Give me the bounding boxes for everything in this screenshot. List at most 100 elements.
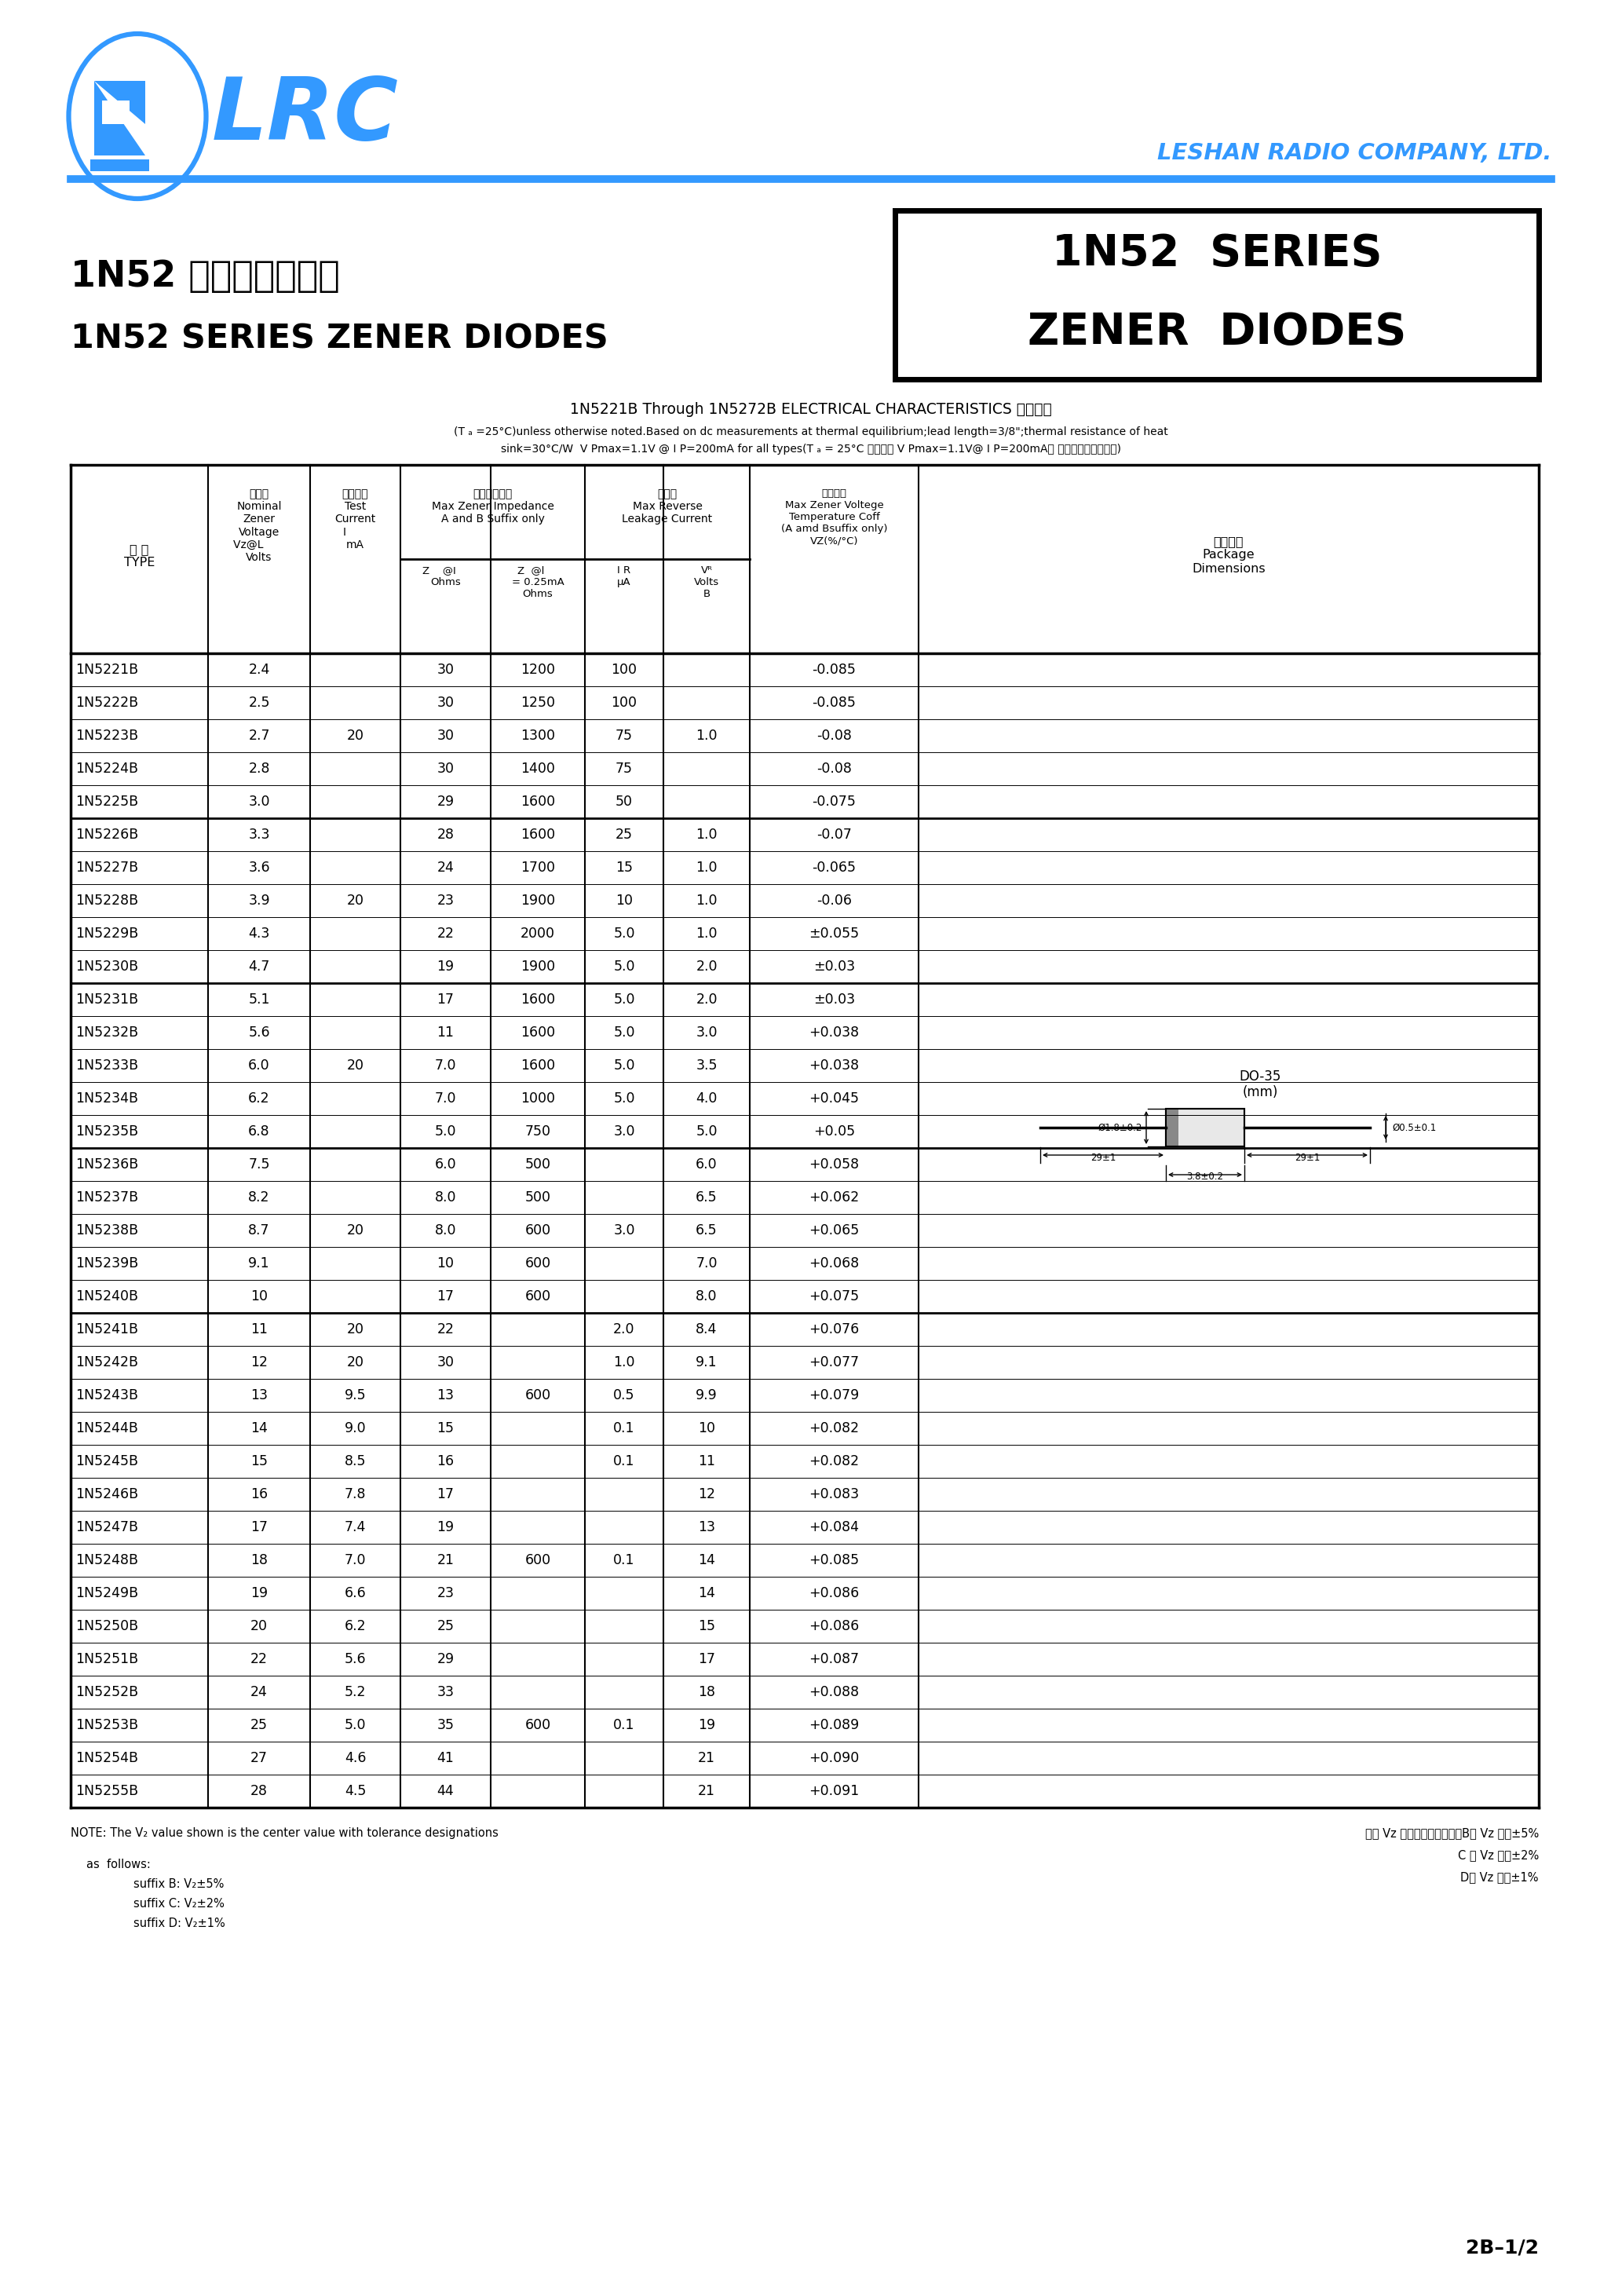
Text: 1N5221B Through 1N5272B ELECTRICAL CHARACTERISTICS 电性参数: 1N5221B Through 1N5272B ELECTRICAL CHARA… <box>569 402 1053 418</box>
Text: 6.2: 6.2 <box>248 1091 269 1107</box>
Text: 1N5254B: 1N5254B <box>75 1752 138 1766</box>
Text: 5.0: 5.0 <box>613 1091 634 1107</box>
Text: sink=30°C/W  V Pmax=1.1V @ I P=200mA for all types(T ₐ = 25°C 所有型号 V Pmax=1.1V@ : sink=30°C/W V Pmax=1.1V @ I P=200mA for … <box>501 443 1121 455</box>
Text: 2B–1/2: 2B–1/2 <box>1466 2239 1539 2257</box>
Text: ±0.03: ±0.03 <box>813 960 855 974</box>
Text: 16: 16 <box>250 1488 268 1502</box>
Text: 1N5234B: 1N5234B <box>75 1091 138 1107</box>
Text: +0.058: +0.058 <box>809 1157 860 1171</box>
Text: 100: 100 <box>611 696 637 709</box>
Text: -0.08: -0.08 <box>816 728 852 744</box>
Text: -0.08: -0.08 <box>816 762 852 776</box>
Text: Vᴿ
Volts
B: Vᴿ Volts B <box>694 565 719 599</box>
Text: 4.7: 4.7 <box>248 960 269 974</box>
Text: 29: 29 <box>436 794 454 808</box>
Text: 30: 30 <box>436 696 454 709</box>
Text: 600: 600 <box>526 1224 551 1238</box>
Text: 6.0: 6.0 <box>248 1058 269 1072</box>
Text: LRC: LRC <box>212 73 399 158</box>
Text: 1N52 系列稳压二极管: 1N52 系列稳压二极管 <box>71 259 339 294</box>
Text: 2.7: 2.7 <box>248 728 269 744</box>
Text: 1600: 1600 <box>521 794 555 808</box>
Text: 1200: 1200 <box>521 664 555 677</box>
Text: Z @l  
= 0.25mA
Ohms: Z @l = 0.25mA Ohms <box>511 565 564 599</box>
Text: +0.062: +0.062 <box>809 1189 860 1205</box>
Text: 30: 30 <box>436 664 454 677</box>
Text: LESHAN RADIO COMPANY, LTD.: LESHAN RADIO COMPANY, LTD. <box>1156 142 1551 163</box>
Text: -0.06: -0.06 <box>816 893 852 907</box>
Bar <box>1166 1109 1244 1146</box>
Text: ±0.03: ±0.03 <box>813 992 855 1006</box>
Text: 600: 600 <box>526 1290 551 1304</box>
Text: 14: 14 <box>250 1421 268 1435</box>
Polygon shape <box>94 80 146 156</box>
Text: 0.1: 0.1 <box>613 1453 634 1469</box>
Text: +0.089: +0.089 <box>809 1717 860 1731</box>
Text: 1N5240B: 1N5240B <box>75 1290 138 1304</box>
Text: 27: 27 <box>250 1752 268 1766</box>
Text: 1.0: 1.0 <box>696 728 717 744</box>
Text: +0.077: +0.077 <box>809 1355 860 1368</box>
Text: 1N5231B: 1N5231B <box>75 992 138 1006</box>
Text: 1900: 1900 <box>521 893 555 907</box>
Text: 3.8±0.2: 3.8±0.2 <box>1187 1171 1223 1182</box>
Text: 1.0: 1.0 <box>696 893 717 907</box>
Text: 600: 600 <box>526 1256 551 1270</box>
Text: 20: 20 <box>347 1058 363 1072</box>
Text: 3.0: 3.0 <box>248 794 269 808</box>
Text: 29±1: 29±1 <box>1090 1153 1116 1162</box>
Text: 1N5223B: 1N5223B <box>75 728 138 744</box>
Text: 1N5245B: 1N5245B <box>75 1453 138 1469</box>
Text: 15: 15 <box>615 861 633 875</box>
Text: 30: 30 <box>436 728 454 744</box>
Text: 600: 600 <box>526 1717 551 1731</box>
Text: 1N5251B: 1N5251B <box>75 1653 138 1667</box>
Text: 28: 28 <box>436 827 454 843</box>
Text: 13: 13 <box>697 1520 715 1534</box>
Text: +0.038: +0.038 <box>809 1026 860 1040</box>
Text: 漏电流
Max Reverse
Leakage Current: 漏电流 Max Reverse Leakage Current <box>623 489 712 526</box>
Text: 1N5229B: 1N5229B <box>75 928 138 941</box>
Text: 9.1: 9.1 <box>696 1355 717 1368</box>
Text: 6.5: 6.5 <box>696 1224 717 1238</box>
Text: suffix B: V₂±5%: suffix B: V₂±5% <box>133 1878 224 1890</box>
Text: 1N5236B: 1N5236B <box>75 1157 138 1171</box>
Text: 18: 18 <box>250 1552 268 1568</box>
Text: 4.5: 4.5 <box>344 1784 367 1798</box>
Text: 1N5247B: 1N5247B <box>75 1520 138 1534</box>
Text: 5.0: 5.0 <box>613 1026 634 1040</box>
Text: 25: 25 <box>250 1717 268 1731</box>
Text: +0.045: +0.045 <box>809 1091 860 1107</box>
Text: NOTE: The V₂ value shown is the center value with tolerance designations: NOTE: The V₂ value shown is the center v… <box>71 1828 498 1839</box>
Text: 9.5: 9.5 <box>344 1389 367 1403</box>
Text: 6.0: 6.0 <box>696 1157 717 1171</box>
Text: 5.0: 5.0 <box>613 992 634 1006</box>
Text: +0.090: +0.090 <box>809 1752 860 1766</box>
Text: 8.0: 8.0 <box>435 1224 456 1238</box>
Text: 0.1: 0.1 <box>613 1552 634 1568</box>
Text: +0.05: +0.05 <box>813 1125 855 1139</box>
Text: 2.5: 2.5 <box>248 696 269 709</box>
Text: 1N5248B: 1N5248B <box>75 1552 138 1568</box>
Text: 3.0: 3.0 <box>613 1125 634 1139</box>
Text: 2000: 2000 <box>521 928 555 941</box>
Text: 8.0: 8.0 <box>435 1189 456 1205</box>
Text: +0.091: +0.091 <box>809 1784 860 1798</box>
Text: 41: 41 <box>436 1752 454 1766</box>
Text: 23: 23 <box>436 1587 454 1600</box>
Text: 750: 750 <box>526 1125 551 1139</box>
Text: 1N5237B: 1N5237B <box>75 1189 138 1205</box>
Text: 1600: 1600 <box>521 992 555 1006</box>
Text: D型 Vz 公差±1%: D型 Vz 公差±1% <box>1461 1871 1539 1883</box>
Text: +0.038: +0.038 <box>809 1058 860 1072</box>
Text: +0.068: +0.068 <box>809 1256 860 1270</box>
Text: -0.085: -0.085 <box>813 696 856 709</box>
Text: 1N5243B: 1N5243B <box>75 1389 138 1403</box>
Text: 6.2: 6.2 <box>344 1619 367 1632</box>
Text: 5.0: 5.0 <box>613 1058 634 1072</box>
Text: 4.3: 4.3 <box>248 928 269 941</box>
Text: 18: 18 <box>697 1685 715 1699</box>
Text: 稳压值
Nominal
Zener
Voltage
Vz@L   
Volts: 稳压值 Nominal Zener Voltage Vz@L Volts <box>234 489 284 563</box>
Text: 33: 33 <box>436 1685 454 1699</box>
Text: 1.0: 1.0 <box>613 1355 634 1368</box>
